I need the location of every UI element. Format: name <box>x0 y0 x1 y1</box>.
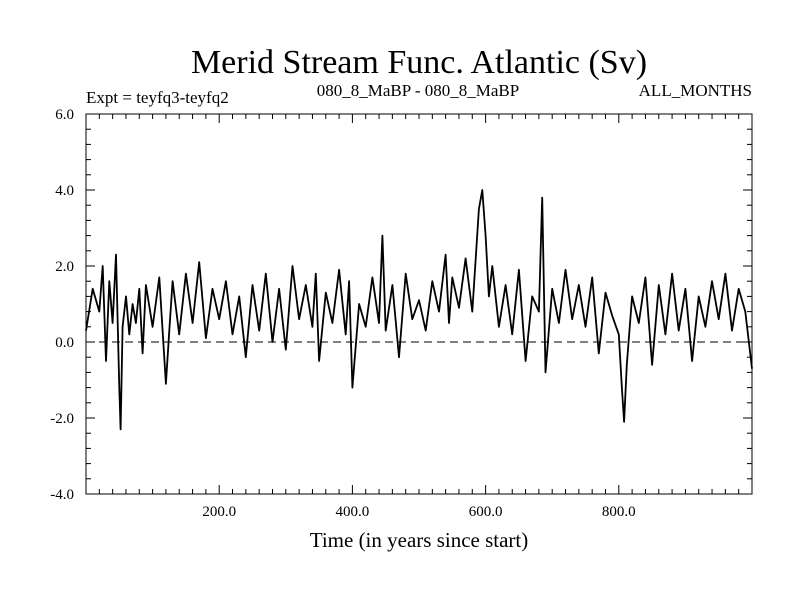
x-tick-label: 200.0 <box>202 504 236 520</box>
x-tick-label: 400.0 <box>336 504 370 520</box>
y-tick-label: -2.0 <box>50 411 74 427</box>
x-axis-label: Time (in years since start) <box>310 528 529 552</box>
chart-subtitle-right: ALL_MONTHS <box>639 81 752 100</box>
y-tick-label: 2.0 <box>55 259 74 275</box>
y-tick-label: 6.0 <box>55 107 74 123</box>
x-tick-label: 600.0 <box>469 504 503 520</box>
x-tick-label: 800.0 <box>602 504 636 520</box>
y-tick-label: 0.0 <box>55 335 74 351</box>
chart-title: Merid Stream Func. Atlantic (Sv) <box>191 44 647 81</box>
series-line <box>85 189 753 431</box>
y-tick-label: 4.0 <box>55 183 74 199</box>
chart-subtitle-center: 080_8_MaBP - 080_8_MaBP <box>317 81 519 100</box>
y-tick-label: -4.0 <box>50 487 74 503</box>
chart-subtitle-left: Expt = teyfq3-teyfq2 <box>86 88 229 107</box>
